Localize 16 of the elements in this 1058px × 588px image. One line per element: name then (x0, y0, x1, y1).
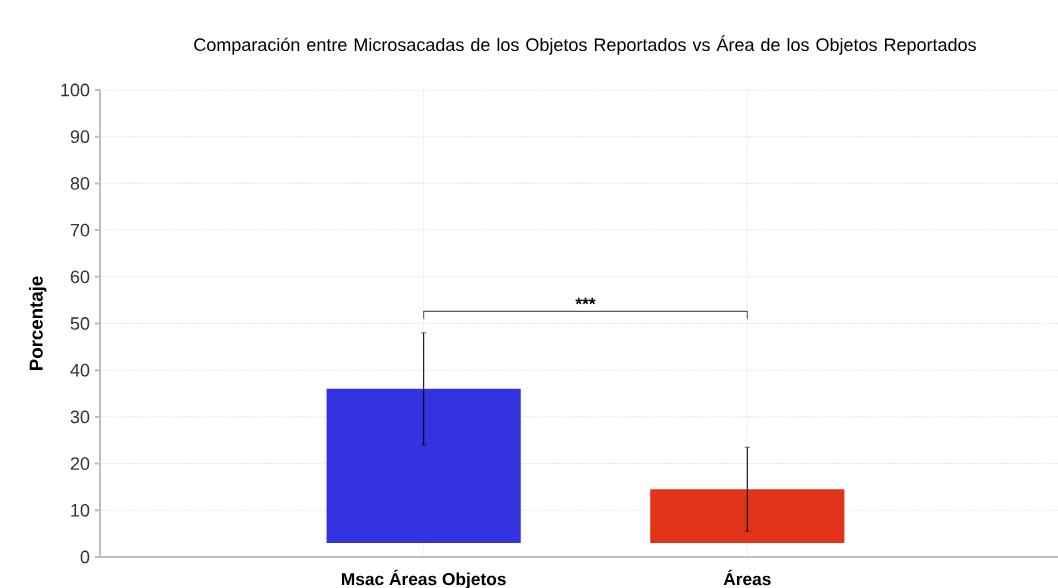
x-tick-label: Msac Áreas Objetos (341, 569, 506, 588)
y-tick-label: 90 (70, 130, 90, 144)
y-tick-label: 60 (70, 270, 90, 284)
y-tick-label: 50 (70, 317, 90, 330)
y-tick-label: 40 (70, 363, 90, 377)
y-tick-label: 100 (61, 83, 90, 97)
y-tick-label: 70 (70, 223, 90, 237)
chart-title: Comparación entre Microsacadas de los Objetos Reportados vs Área de los Objetos Reportados (194, 35, 976, 55)
y-tick-label: 10 (71, 503, 90, 517)
y-tick-label: 30 (70, 410, 90, 424)
y-axis-title: Porcentaje (29, 276, 47, 370)
annotation: *** (575, 297, 596, 305)
y-tick-label: 20 (70, 457, 90, 470)
y-tick-label: 80 (70, 177, 90, 190)
y-tick-label: 0 (80, 550, 90, 564)
x-tick-label: Áreas (723, 569, 771, 586)
